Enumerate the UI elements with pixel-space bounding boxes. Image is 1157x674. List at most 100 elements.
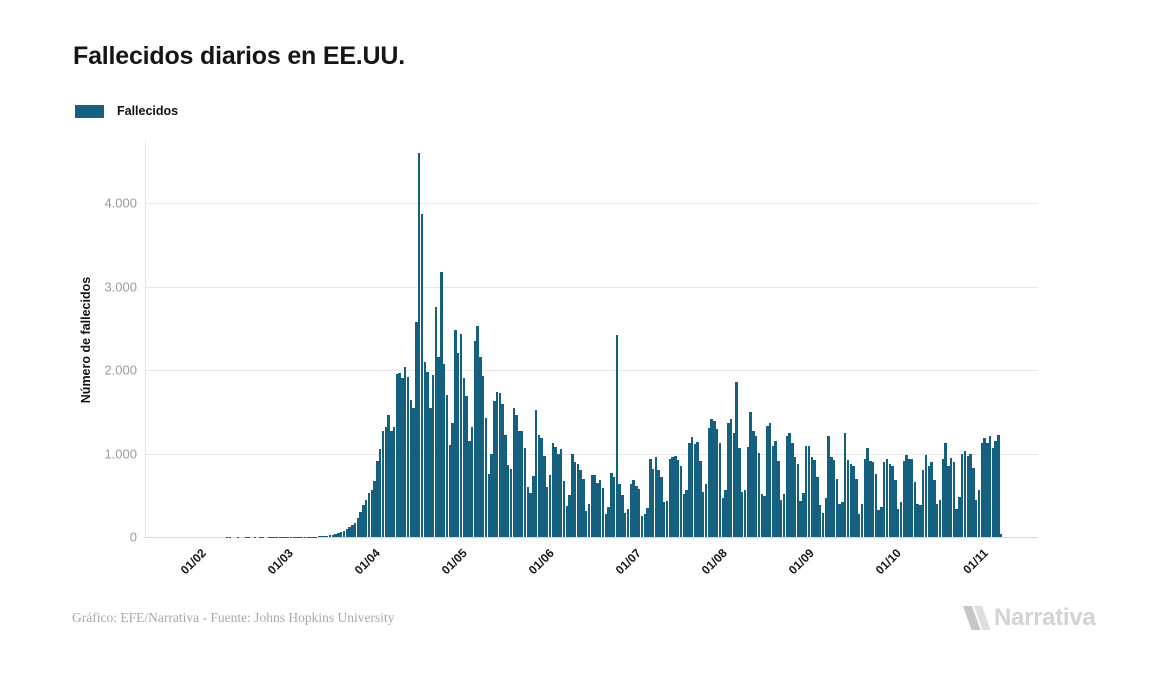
bar — [423, 361, 426, 537]
bar — [757, 452, 761, 537]
bar — [587, 504, 591, 537]
bar — [994, 440, 997, 537]
chart-credit: Gráfico: EFE/Narrativa - Fuente: Johns H… — [72, 610, 395, 625]
bar — [632, 480, 635, 537]
bar — [429, 407, 432, 537]
bar — [540, 437, 543, 537]
bar — [668, 458, 672, 537]
bar — [924, 455, 928, 537]
x-tick-label: 01/09 — [786, 546, 818, 578]
bar — [961, 453, 964, 537]
bar — [905, 455, 908, 537]
bar — [657, 470, 660, 537]
bar — [952, 461, 956, 537]
bar — [339, 532, 343, 537]
bar — [888, 464, 892, 537]
bar — [715, 429, 719, 537]
legend-item[interactable]: Fallecidos — [75, 104, 178, 118]
bar — [910, 459, 914, 537]
bar — [788, 433, 791, 537]
bar — [930, 461, 933, 537]
bar — [409, 400, 413, 537]
bar — [944, 443, 947, 537]
bar — [392, 426, 396, 537]
bar — [663, 501, 666, 537]
bar — [543, 456, 546, 537]
bar — [741, 491, 744, 537]
bar — [749, 411, 752, 537]
bar — [874, 474, 878, 537]
bar — [949, 457, 953, 537]
bar — [676, 460, 680, 537]
bar — [557, 454, 560, 537]
bar — [674, 456, 677, 537]
bar — [947, 466, 950, 537]
bar — [571, 454, 574, 537]
bar — [356, 517, 360, 537]
bar — [420, 213, 424, 537]
bar — [612, 476, 616, 537]
bar — [752, 430, 755, 537]
bar — [426, 371, 429, 537]
bar — [348, 527, 351, 537]
bar — [713, 420, 716, 537]
y-gridline — [145, 203, 1038, 204]
bar — [565, 506, 568, 537]
bar — [479, 357, 482, 537]
bar — [779, 500, 783, 537]
bar — [520, 430, 524, 537]
x-tick-label: 01/07 — [612, 546, 644, 578]
bar — [512, 407, 516, 537]
bar — [702, 491, 705, 537]
bar — [824, 497, 827, 537]
x-tick-label: 01/08 — [699, 546, 731, 578]
bar — [699, 461, 702, 537]
bar — [378, 448, 382, 537]
bar — [573, 461, 577, 537]
bar — [412, 408, 415, 537]
bar — [640, 516, 644, 537]
bar — [395, 374, 399, 537]
bar — [785, 435, 788, 537]
bar — [415, 321, 418, 537]
bar — [799, 501, 802, 537]
bar — [974, 500, 978, 537]
bar — [562, 481, 566, 537]
bar — [922, 470, 925, 537]
bar — [390, 430, 393, 537]
bar — [646, 507, 649, 537]
bar — [559, 449, 563, 537]
bar — [852, 466, 855, 537]
bar — [810, 456, 814, 537]
y-tick-label: 2.000 — [104, 362, 137, 378]
bar — [768, 423, 772, 537]
x-tick-label: 01/02 — [177, 546, 209, 578]
bar — [805, 445, 808, 537]
bar — [866, 447, 869, 537]
bar — [818, 505, 822, 537]
x-tick-label: 01/04 — [351, 546, 383, 578]
bar — [498, 393, 502, 537]
bar — [791, 442, 794, 537]
bar — [370, 489, 374, 537]
bar — [443, 364, 446, 537]
bar — [448, 445, 451, 537]
bar — [969, 453, 972, 537]
bar — [387, 414, 390, 537]
bar — [454, 329, 457, 537]
bar — [651, 469, 655, 537]
bar — [732, 433, 736, 537]
bar — [813, 460, 816, 537]
bar — [729, 419, 733, 537]
bar — [997, 435, 1000, 537]
bar — [601, 487, 605, 537]
x-tick-label: 01/10 — [872, 546, 905, 578]
bar — [334, 534, 337, 537]
narrativa-wordmark: Narrativa — [994, 604, 1096, 631]
bar — [328, 535, 332, 537]
bar — [763, 496, 766, 537]
y-tick-label: 0 — [129, 529, 137, 545]
narrativa-logo-icon — [963, 606, 990, 630]
bar — [855, 479, 858, 537]
